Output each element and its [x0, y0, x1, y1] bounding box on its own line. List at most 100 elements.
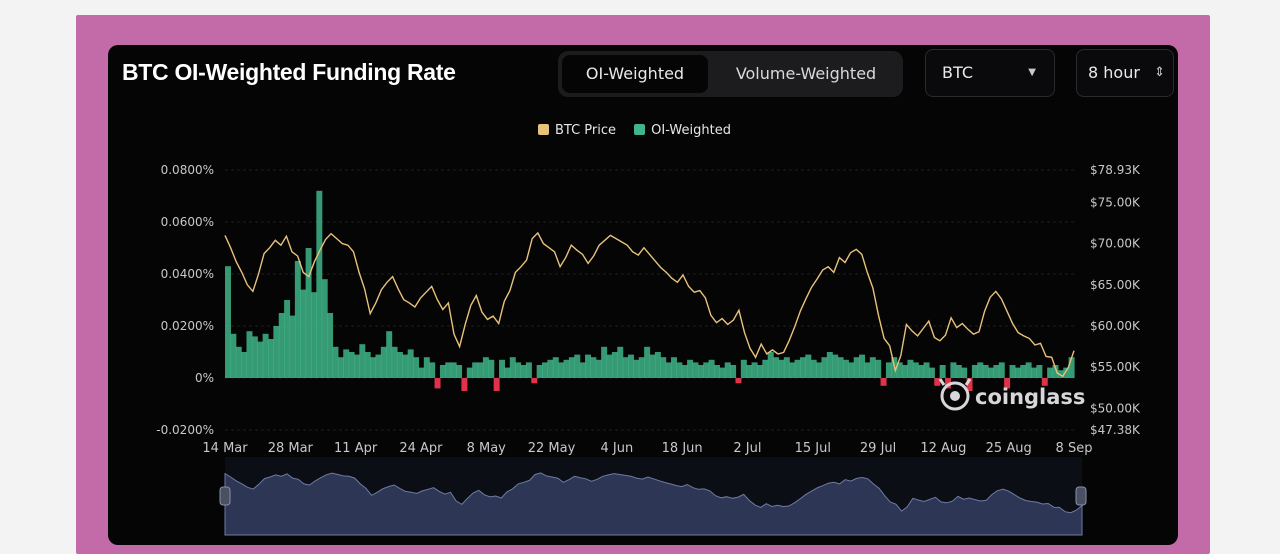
x-tick-label: 22 May — [528, 441, 576, 456]
funding-bar — [568, 357, 575, 378]
funding-bar — [783, 357, 790, 378]
funding-bar — [601, 346, 608, 378]
funding-bar — [536, 365, 543, 378]
navigator-handle-left[interactable] — [219, 486, 231, 506]
funding-bar — [574, 354, 581, 378]
funding-bar — [692, 362, 699, 378]
funding-bar — [380, 346, 387, 378]
funding-bar — [837, 357, 844, 378]
y-right-tick-label: $47.38K — [1090, 423, 1141, 437]
funding-bar — [343, 349, 350, 378]
funding-bar — [477, 362, 484, 378]
funding-bar — [719, 367, 726, 378]
funding-bar — [552, 357, 559, 378]
funding-bar — [579, 362, 586, 378]
coinglass-logo-icon — [938, 378, 972, 411]
funding-bar — [622, 357, 629, 378]
funding-bar — [848, 362, 855, 378]
legend-label-oi-weighted: OI-Weighted — [651, 123, 731, 138]
caret-down-icon: ▼ — [1028, 67, 1036, 78]
funding-bar — [348, 352, 355, 378]
funding-bar — [262, 333, 269, 378]
funding-bar — [977, 362, 984, 378]
y-right-tick-label: $55.00K — [1090, 360, 1141, 374]
updown-chevron-icon: ⇕ — [1154, 65, 1165, 80]
funding-bar — [606, 354, 613, 378]
funding-bar — [928, 367, 935, 378]
funding-bar — [386, 331, 393, 378]
funding-bar — [826, 352, 833, 378]
btc-price-line — [224, 231, 1075, 378]
funding-bar — [681, 365, 688, 378]
funding-bar — [257, 341, 264, 378]
funding-bar — [300, 289, 307, 378]
x-tick-label: 18 Jun — [662, 441, 703, 456]
funding-bar — [1047, 367, 1054, 378]
funding-bar — [939, 365, 946, 378]
navigator-area — [224, 472, 1083, 536]
funding-bar — [740, 359, 747, 378]
funding-bar — [902, 365, 909, 378]
funding-bar — [595, 359, 602, 378]
funding-bar — [1057, 370, 1064, 378]
x-tick-label: 12 Aug — [920, 441, 966, 456]
range-navigator[interactable] — [219, 457, 1087, 536]
funding-bar — [273, 326, 280, 378]
funding-bar — [810, 359, 817, 378]
funding-bar — [235, 346, 242, 378]
x-tick-label: 14 Mar — [202, 441, 248, 456]
funding-bar — [316, 190, 323, 378]
funding-bar — [466, 367, 473, 378]
interval-select[interactable]: 8 hour ⇕ — [1076, 49, 1174, 97]
funding-bar — [241, 352, 248, 378]
navigator-handle-right[interactable] — [1075, 486, 1087, 506]
funding-bar — [907, 359, 914, 378]
funding-bar — [353, 354, 360, 378]
funding-bar — [998, 362, 1005, 378]
chart-legend: BTC Price OI-Weighted — [538, 123, 745, 138]
y-left-tick-label: 0.0600% — [161, 215, 214, 229]
funding-bar — [456, 365, 463, 378]
y-left-tick-label: 0.0200% — [161, 319, 214, 333]
funding-bar — [230, 333, 237, 378]
x-tick-label: 11 Apr — [334, 441, 378, 456]
funding-bar — [756, 365, 763, 378]
x-tick-label: 28 Mar — [268, 441, 314, 456]
funding-bar — [832, 354, 839, 378]
funding-bar — [391, 346, 398, 378]
funding-bar — [864, 362, 871, 378]
funding-bar — [912, 362, 919, 378]
funding-bar — [402, 354, 409, 378]
funding-bar — [251, 336, 258, 378]
funding-bar — [869, 357, 876, 378]
funding-bar — [284, 300, 291, 378]
funding-bar — [531, 378, 538, 384]
funding-bar — [654, 352, 661, 378]
tab-volume-weighted[interactable]: Volume-Weighted — [735, 64, 877, 83]
x-tick-label: 29 Jul — [860, 441, 896, 456]
funding-bar — [515, 362, 522, 378]
funding-bar — [821, 357, 828, 378]
funding-bar — [789, 362, 796, 378]
funding-bar — [934, 378, 941, 386]
funding-bar — [1041, 378, 1048, 386]
tab-oi-weighted[interactable]: OI-Weighted — [562, 55, 708, 93]
funding-bar — [687, 359, 694, 378]
funding-bar — [735, 378, 742, 384]
funding-bar — [799, 357, 806, 378]
legend-item-oi-weighted[interactable]: OI-Weighted — [634, 123, 731, 138]
coin-select[interactable]: BTC ▼ — [925, 49, 1055, 97]
funding-bar — [461, 378, 468, 391]
funding-bar — [644, 346, 651, 378]
funding-bar — [1036, 365, 1043, 378]
funding-bar — [633, 359, 640, 378]
y-right-tick-label: $60.00K — [1090, 319, 1141, 333]
funding-bar — [337, 357, 344, 378]
funding-bar — [842, 359, 849, 378]
x-tick-label: 8 Sep — [1056, 441, 1093, 456]
funding-bar — [1063, 367, 1070, 378]
x-tick-label: 2 Jul — [733, 441, 761, 456]
legend-item-btc-price[interactable]: BTC Price — [538, 123, 616, 138]
funding-bar — [676, 362, 683, 378]
funding-bar — [423, 357, 430, 378]
